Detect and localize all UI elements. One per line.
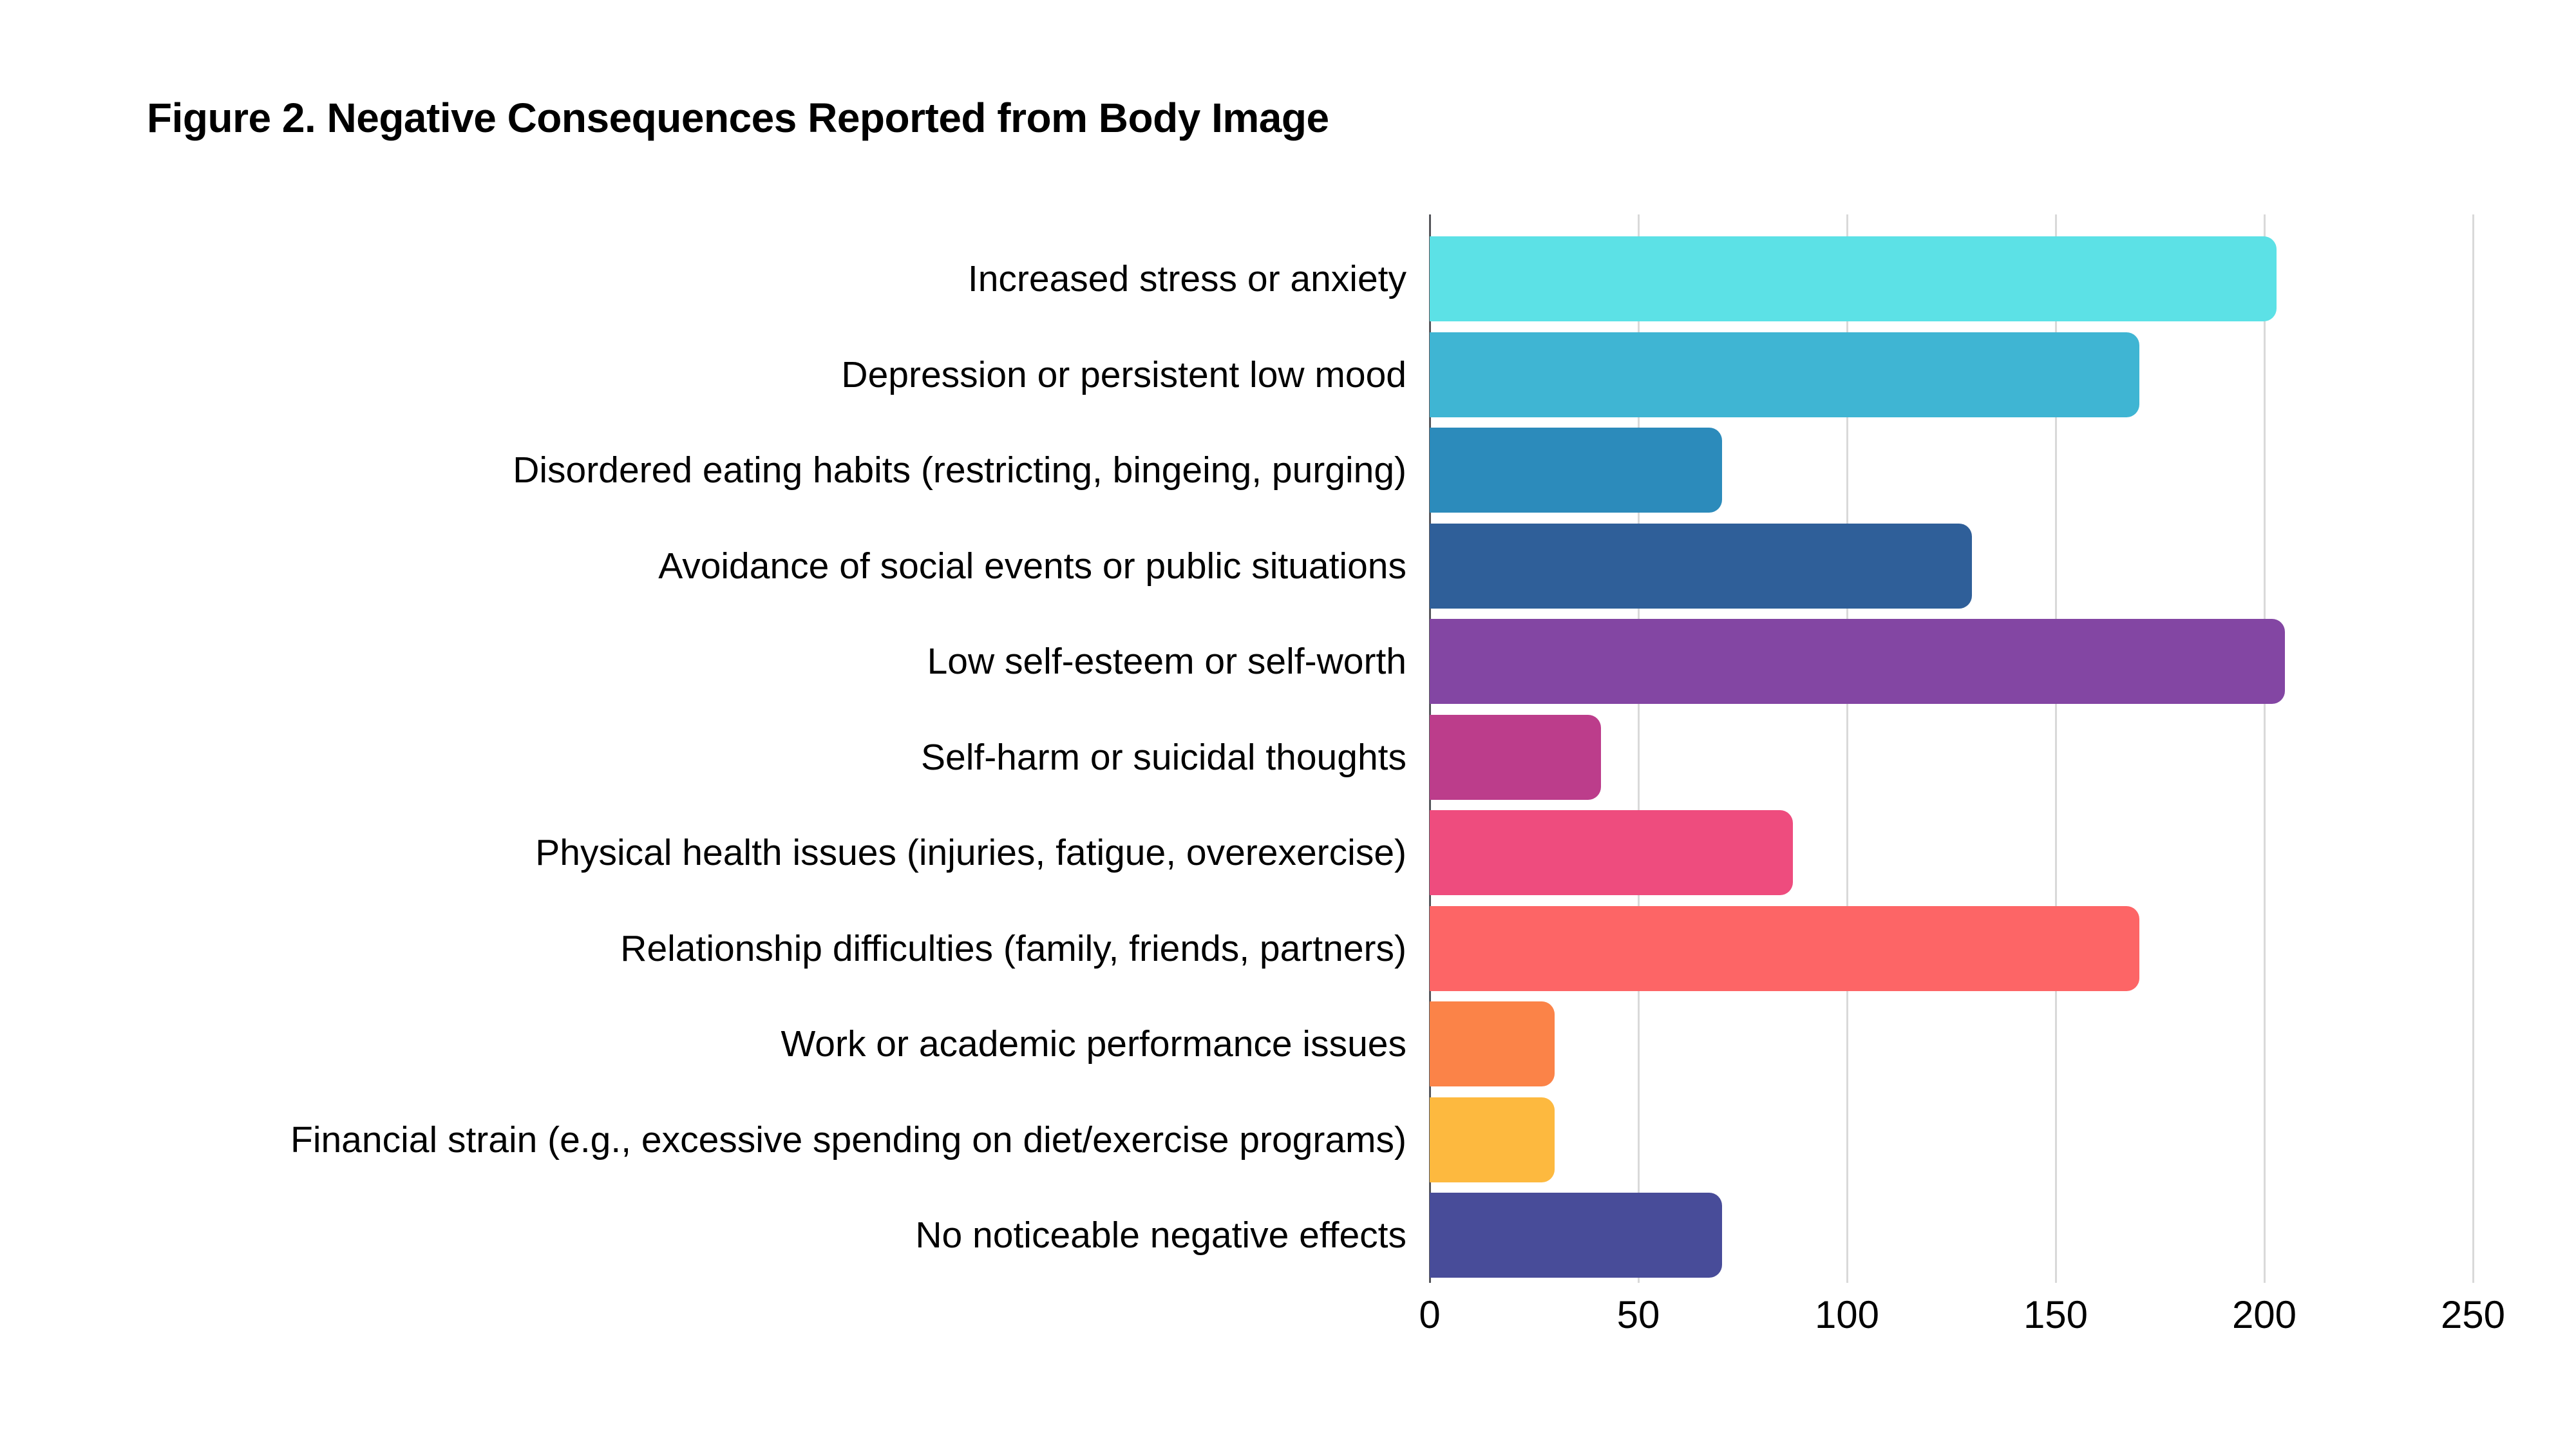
bar [1430, 523, 1973, 609]
category-label: Self-harm or suicidal thoughts [920, 736, 1406, 778]
x-tick-label: 150 [2023, 1293, 2088, 1336]
category-label: Low self-esteem or self-worth [927, 641, 1406, 682]
bar [1430, 1001, 1555, 1086]
category-label: Physical health issues (injuries, fatigu… [535, 832, 1406, 873]
category-label: Work or academic performance issues [781, 1023, 1406, 1065]
category-label: No noticeable negative effects [915, 1215, 1406, 1256]
category-label: Increased stress or anxiety [967, 258, 1406, 299]
x-tick-label: 100 [1814, 1293, 1880, 1336]
x-tick-label: 0 [1419, 1293, 1441, 1336]
category-label: Avoidance of social events or public sit… [658, 545, 1406, 587]
bar [1430, 905, 2139, 991]
bar [1430, 236, 2277, 321]
gridline [2054, 214, 2057, 1283]
gridline [1846, 214, 1848, 1283]
category-label: Financial strain (e.g., excessive spendi… [290, 1119, 1406, 1160]
bar [1430, 332, 2139, 417]
category-label: Relationship difficulties (family, frien… [620, 927, 1406, 969]
bar [1430, 619, 2286, 704]
chart-title: Figure 2. Negative Consequences Reported… [147, 95, 1329, 141]
bar [1430, 810, 1793, 895]
x-tick-label: 50 [1616, 1293, 1660, 1336]
category-label: Disordered eating habits (restricting, b… [513, 450, 1406, 491]
bar [1430, 428, 1722, 513]
gridline [2263, 214, 2266, 1283]
x-tick-label: 250 [2440, 1293, 2506, 1336]
gridline [1637, 214, 1640, 1283]
bar [1430, 714, 1601, 800]
x-tick-label: 200 [2231, 1293, 2297, 1336]
bar [1430, 1097, 1555, 1182]
gridline [2472, 214, 2474, 1283]
category-label: Depression or persistent low mood [841, 354, 1406, 395]
bar [1430, 1193, 1722, 1278]
